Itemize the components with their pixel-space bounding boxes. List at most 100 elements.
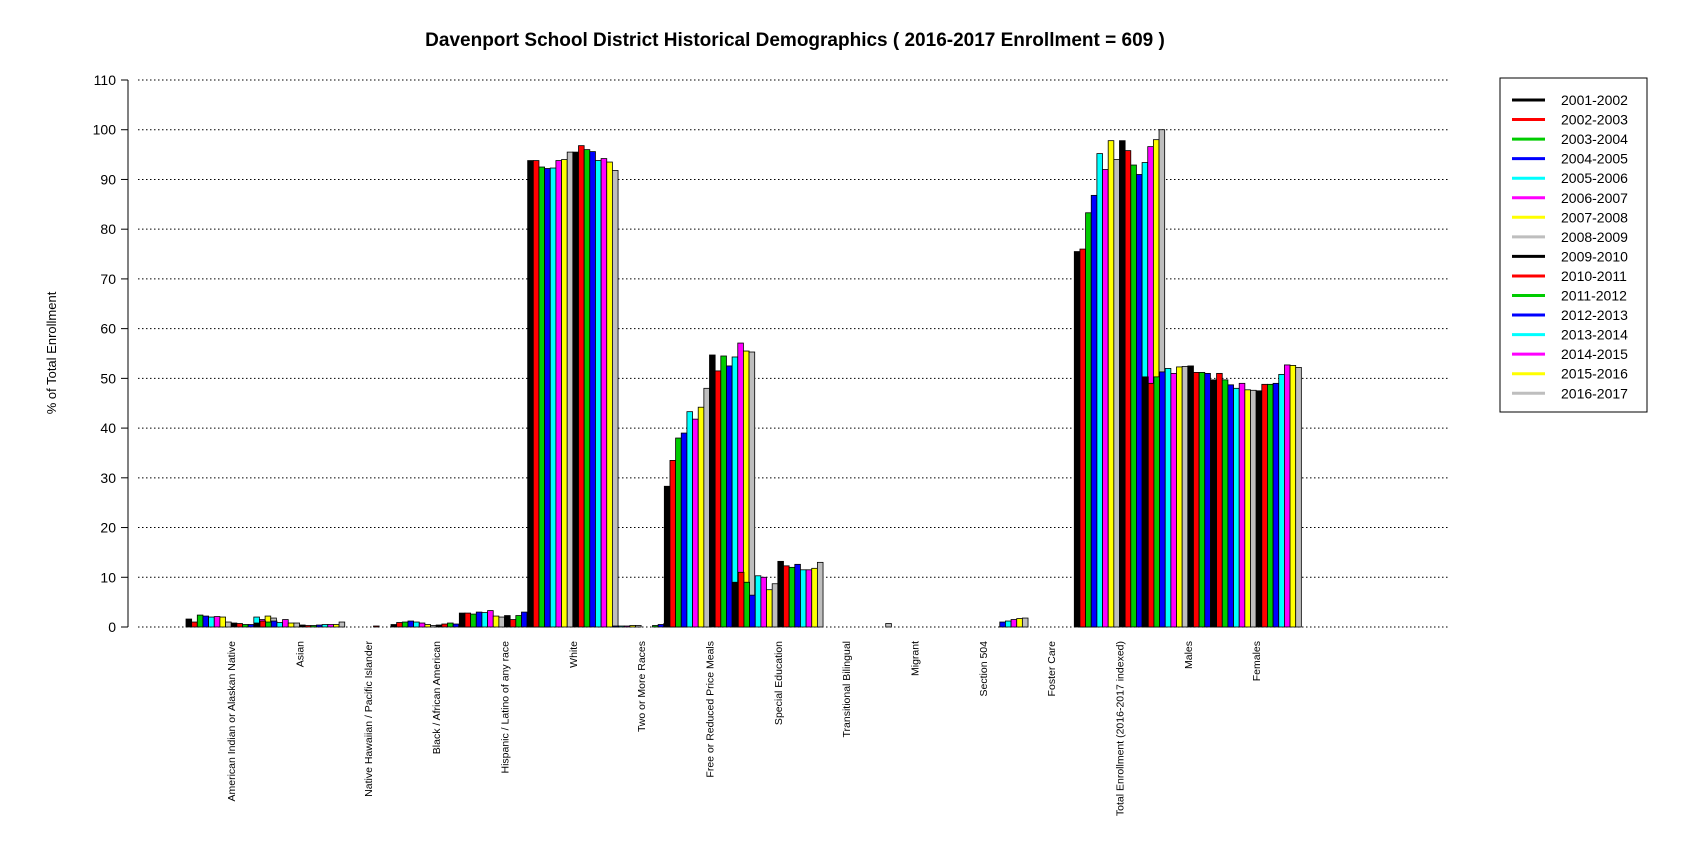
bar	[242, 624, 249, 628]
bar	[1085, 212, 1092, 628]
bar	[680, 432, 688, 628]
bar	[1261, 383, 1268, 628]
bar	[1295, 367, 1302, 628]
legend-label: 2016-2017	[1561, 385, 1628, 401]
bar	[1227, 384, 1234, 628]
bar	[435, 624, 443, 628]
x-tick-label: Free or Reduced Price Meals	[705, 641, 717, 778]
bar	[475, 611, 483, 628]
bar	[999, 621, 1006, 628]
bar	[1244, 389, 1251, 628]
bar	[783, 565, 790, 628]
bar	[1210, 379, 1217, 628]
bar	[390, 624, 398, 628]
bar	[1147, 382, 1155, 628]
bar	[265, 621, 272, 628]
legend-box	[1499, 77, 1648, 413]
bar	[1164, 368, 1172, 628]
bar	[606, 161, 613, 628]
bar	[1073, 251, 1081, 628]
bar	[1107, 140, 1115, 628]
y-tick-label: 90	[100, 171, 116, 187]
x-tick-label: Two or More Races	[636, 641, 648, 732]
bar	[572, 151, 579, 628]
bar	[1016, 618, 1023, 628]
bar	[1102, 169, 1109, 628]
bar	[299, 624, 306, 628]
bar	[270, 620, 278, 628]
legend-label: 2006-2007	[1561, 190, 1628, 206]
bar	[686, 411, 693, 628]
bar	[1010, 619, 1018, 628]
bar	[714, 370, 722, 628]
bar	[509, 619, 517, 628]
bar	[816, 561, 824, 628]
legend-label: 2013-2014	[1561, 327, 1628, 343]
y-tick-label: 110	[94, 72, 117, 88]
bar	[282, 619, 289, 628]
bar	[743, 581, 750, 628]
bar	[720, 355, 727, 628]
bar	[1187, 365, 1194, 628]
bars	[185, 129, 1302, 628]
bar	[1255, 390, 1263, 628]
bar	[202, 615, 209, 628]
bar	[1130, 164, 1137, 628]
bar	[521, 611, 528, 628]
bar	[544, 168, 551, 628]
bar	[1204, 372, 1211, 628]
legend-label: 2003-2004	[1561, 131, 1628, 147]
bar	[794, 563, 801, 628]
bar	[1021, 617, 1029, 628]
bar	[754, 575, 762, 628]
bar	[527, 160, 534, 628]
y-tick-label: 60	[100, 321, 116, 337]
bar	[287, 622, 295, 628]
x-tick-label: Special Education	[773, 641, 785, 725]
bar	[555, 160, 562, 628]
bar	[595, 160, 602, 628]
bar	[709, 354, 716, 628]
y-tick-label: 100	[93, 122, 117, 138]
bar	[498, 616, 505, 628]
bar	[612, 625, 619, 628]
bar	[618, 625, 625, 628]
bar	[697, 406, 705, 628]
bar	[732, 581, 739, 628]
legend-label: 2015-2016	[1561, 366, 1628, 382]
bar	[276, 622, 283, 628]
bar	[487, 610, 494, 628]
bar	[247, 624, 255, 628]
bar	[316, 624, 323, 628]
legend-label: 2004-2005	[1561, 151, 1628, 167]
bar	[413, 621, 420, 628]
bar	[561, 159, 568, 628]
x-tick-label: White	[568, 641, 580, 668]
bar	[464, 612, 472, 628]
bar	[549, 167, 557, 628]
bar	[327, 624, 334, 628]
bar	[1181, 366, 1189, 628]
bar	[1272, 382, 1280, 628]
chart-title: Davenport School District Historical Dem…	[425, 30, 1165, 51]
y-axis: 0 10 20 30 40 50 60 70 80 90 100 110	[93, 72, 129, 635]
bar	[492, 615, 500, 628]
legend-label: 2012-2013	[1561, 307, 1628, 323]
bar	[401, 621, 409, 628]
bar	[749, 594, 756, 628]
bar	[538, 166, 546, 628]
bar	[1250, 389, 1257, 628]
bar	[452, 623, 460, 628]
bar	[1216, 372, 1223, 628]
bar	[333, 624, 340, 628]
bar	[811, 567, 818, 628]
bar	[1233, 387, 1240, 628]
bar	[259, 620, 267, 628]
bar	[504, 615, 511, 628]
bar	[726, 365, 733, 628]
legend-label: 2001-2002	[1561, 92, 1628, 108]
bar	[515, 615, 522, 628]
bar	[293, 622, 300, 628]
